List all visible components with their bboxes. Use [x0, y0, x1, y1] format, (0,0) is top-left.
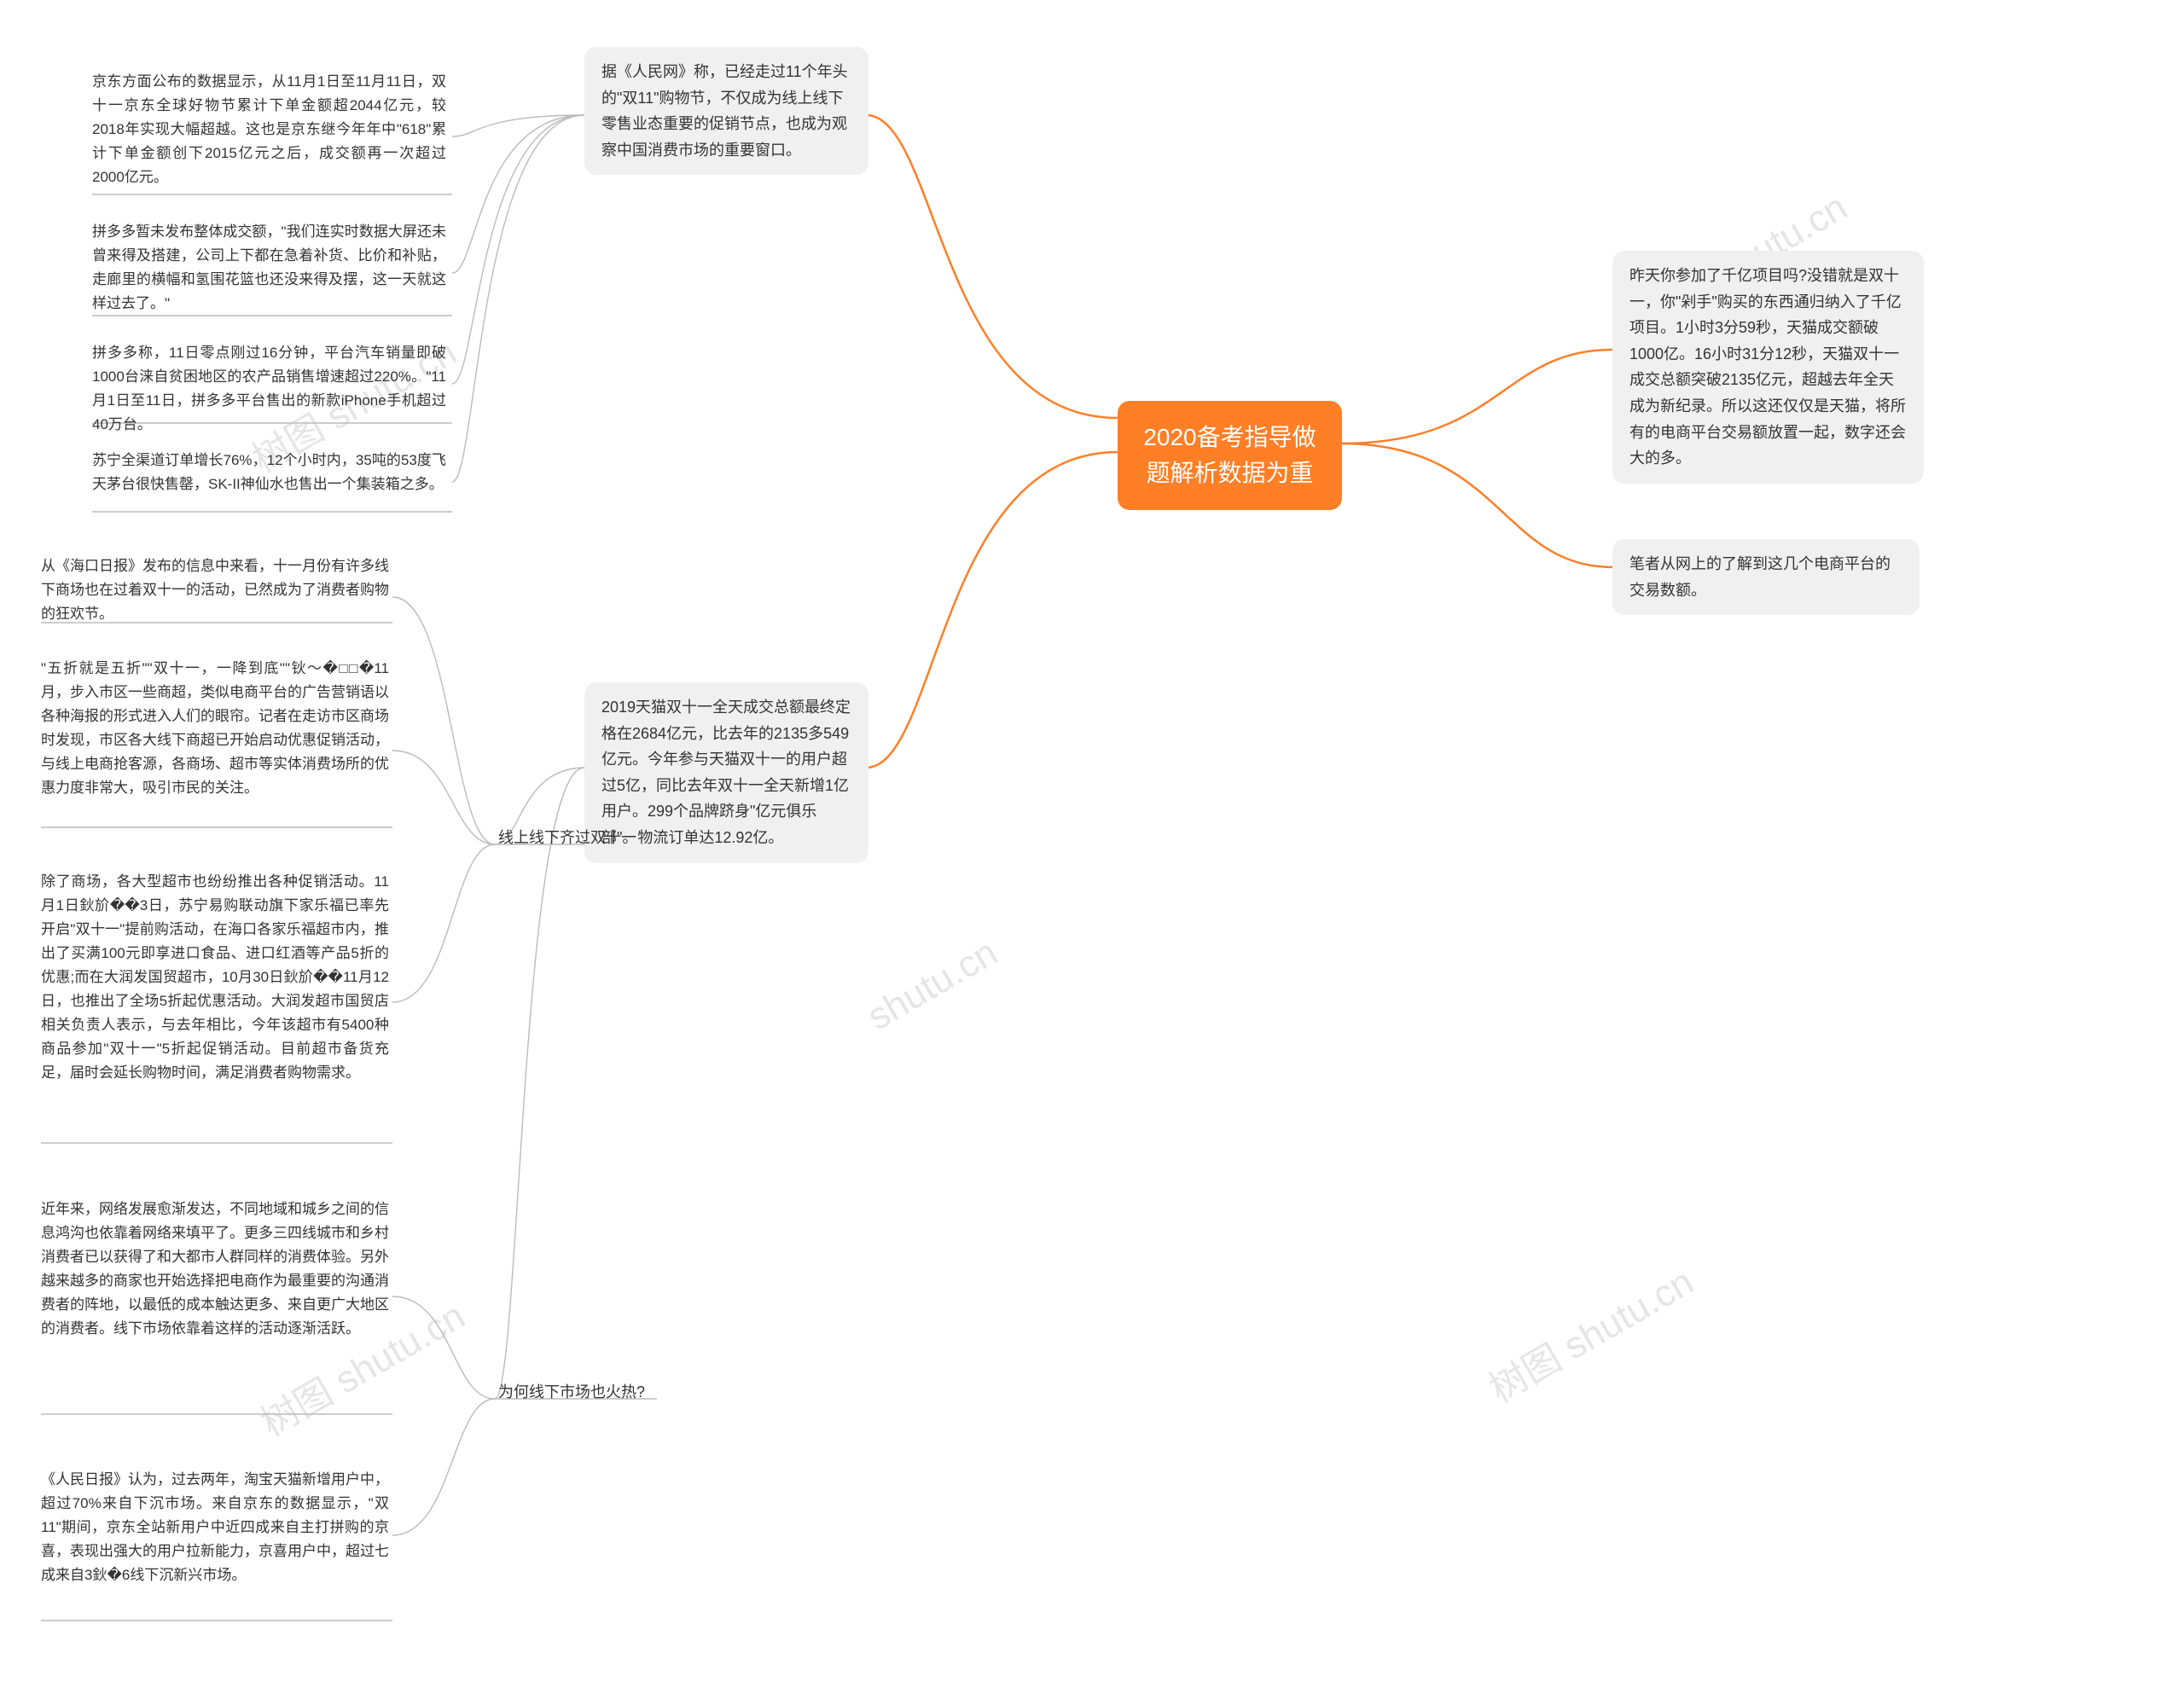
- right-node-1: 昨天你参加了千亿项目吗?没错就是双十一，你"剁手"购买的东西通归纳入了千亿项目。…: [1612, 251, 1924, 484]
- right-node-2: 笔者从网上的了解到这几个电商平台的交易数额。: [1612, 539, 1920, 615]
- leaf-pdd-2: 拼多多称，11日零点刚过16分钟，平台汽车销量即破1000台涞自贫困地区的农产品…: [92, 341, 446, 437]
- leaf-suning: 苏宁全渠道订单增长76%，12个小时内，35吨的53度飞天茅台很快售罄，SK-I…: [92, 449, 446, 496]
- leaf-discount: "五折就是五折""双十一，一降到底""钬～�□□�11月，步入市区一些商超，类似…: [41, 657, 389, 800]
- watermark: 树图 shutu.cn: [1478, 1252, 1702, 1413]
- leaf-jd: 京东方面公布的数据显示，从11月1日至11月11日，双十一京东全球好物节累计下单…: [92, 70, 446, 189]
- leaf-pdd-1: 拼多多暂未发布整体成交额，"我们连实时数据大屏还未曾来得及搭建，公司上下都在急着…: [92, 220, 446, 316]
- center-node: 2020备考指导做题解析数据为重: [1118, 401, 1342, 510]
- sub-label-why-offline: 为何线下市场也火热?: [498, 1380, 645, 1402]
- leaf-renmin: 《人民日报》认为，过去两年，淘宝天猫新增用户中，超过70%来自下沉市场。来自京东…: [41, 1468, 389, 1587]
- sub-label-online-offline: 线上线下齐过双十一: [498, 826, 636, 848]
- leaf-haikou: 从《海口日报》发布的信息中来看，十一月份有许多线下商场也在过着双十一的活动，已然…: [41, 554, 389, 626]
- leaf-supermarket: 除了商场，各大型超市也纷纷推出各种促销活动。11月1日鈥斺��3日，苏宁易购联动…: [41, 870, 389, 1085]
- leaf-network: 近年来，网络发展愈渐发达，不同地域和城乡之间的信息鸿沟也依靠着网络来填平了。更多…: [41, 1198, 389, 1341]
- watermark: shutu.cn: [861, 931, 1005, 1039]
- top-node: 据《人民网》称，已经走过11个年头的"双11"购物节，不仅成为线上线下零售业态重…: [584, 47, 868, 175]
